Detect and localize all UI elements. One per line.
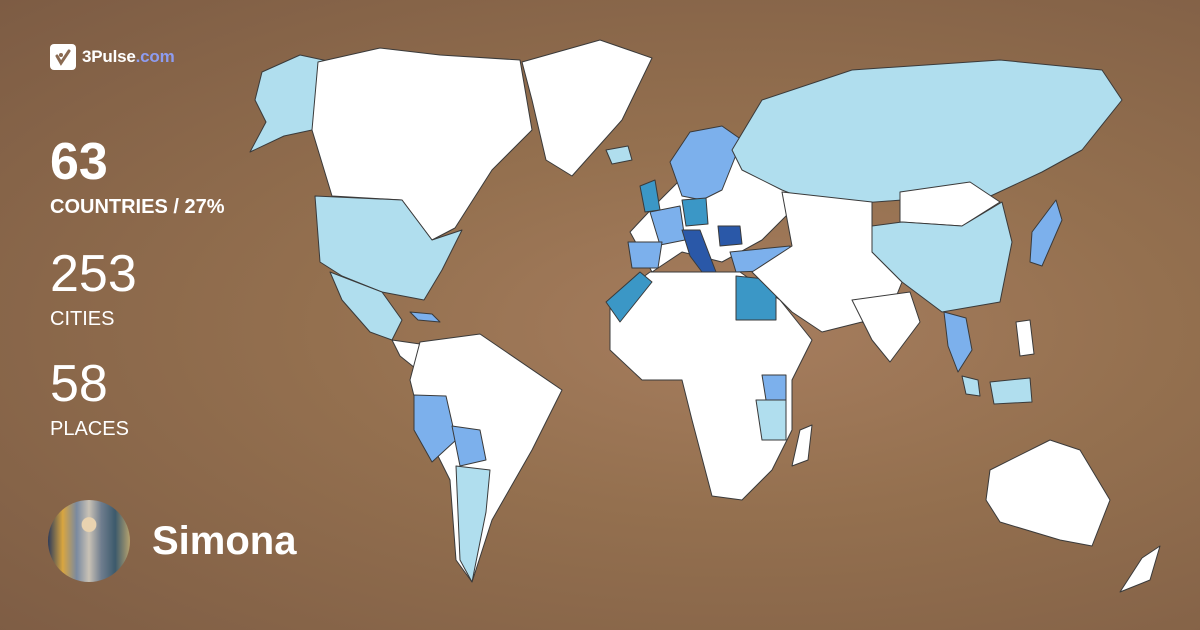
- country-kenya[interactable]: [761, 374, 787, 401]
- country-peru[interactable]: [413, 394, 457, 463]
- user-name: Simona: [152, 518, 297, 563]
- country-canada[interactable]: [311, 47, 533, 241]
- country-indonesia[interactable]: [989, 377, 1033, 405]
- country-greenland[interactable]: [521, 39, 653, 177]
- country-australia[interactable]: [985, 439, 1111, 547]
- avatar[interactable]: [48, 500, 130, 582]
- country-romania[interactable]: [717, 225, 743, 247]
- cities-count: 253: [50, 245, 137, 303]
- country-china[interactable]: [871, 201, 1013, 313]
- country-madagascar[interactable]: [791, 424, 813, 467]
- country-mongolia[interactable]: [899, 181, 1001, 227]
- country-thailand[interactable]: [943, 311, 973, 373]
- stat-places: 58 PLACES: [50, 358, 129, 441]
- stat-countries: 63 COUNTRIES / 27%: [50, 136, 224, 219]
- country-india[interactable]: [851, 291, 921, 363]
- country-argentina[interactable]: [455, 465, 491, 583]
- countries-count: 63: [50, 133, 108, 191]
- country-new-zealand[interactable]: [1119, 545, 1161, 593]
- country-bolivia[interactable]: [451, 425, 487, 467]
- places-count: 58: [50, 355, 108, 413]
- country-philippines[interactable]: [1015, 319, 1035, 357]
- places-label: PLACES: [50, 418, 129, 440]
- stat-cities: 253 CITIES: [50, 248, 137, 331]
- country-cuba[interactable]: [409, 311, 441, 323]
- country-iceland[interactable]: [605, 145, 633, 165]
- user-profile[interactable]: Simona: [48, 500, 296, 582]
- countries-label: COUNTRIES / 27%: [50, 196, 225, 218]
- country-germany[interactable]: [681, 197, 709, 227]
- brand-logo[interactable]: 3Pulse.com: [50, 44, 175, 70]
- country-usa[interactable]: [314, 195, 463, 301]
- country-malaysia[interactable]: [961, 375, 981, 397]
- country-uk[interactable]: [639, 179, 661, 213]
- country-spain[interactable]: [627, 241, 663, 269]
- country-russia[interactable]: [731, 59, 1123, 207]
- country-japan[interactable]: [1029, 199, 1063, 267]
- cities-label: CITIES: [50, 308, 115, 330]
- brand-name: 3Pulse.com: [82, 47, 175, 66]
- country-tanzania[interactable]: [755, 399, 787, 441]
- country-scandinavia[interactable]: [669, 125, 743, 201]
- check-pulse-icon: [50, 44, 76, 70]
- country-morocco[interactable]: [605, 271, 653, 323]
- country-italy[interactable]: [681, 229, 717, 273]
